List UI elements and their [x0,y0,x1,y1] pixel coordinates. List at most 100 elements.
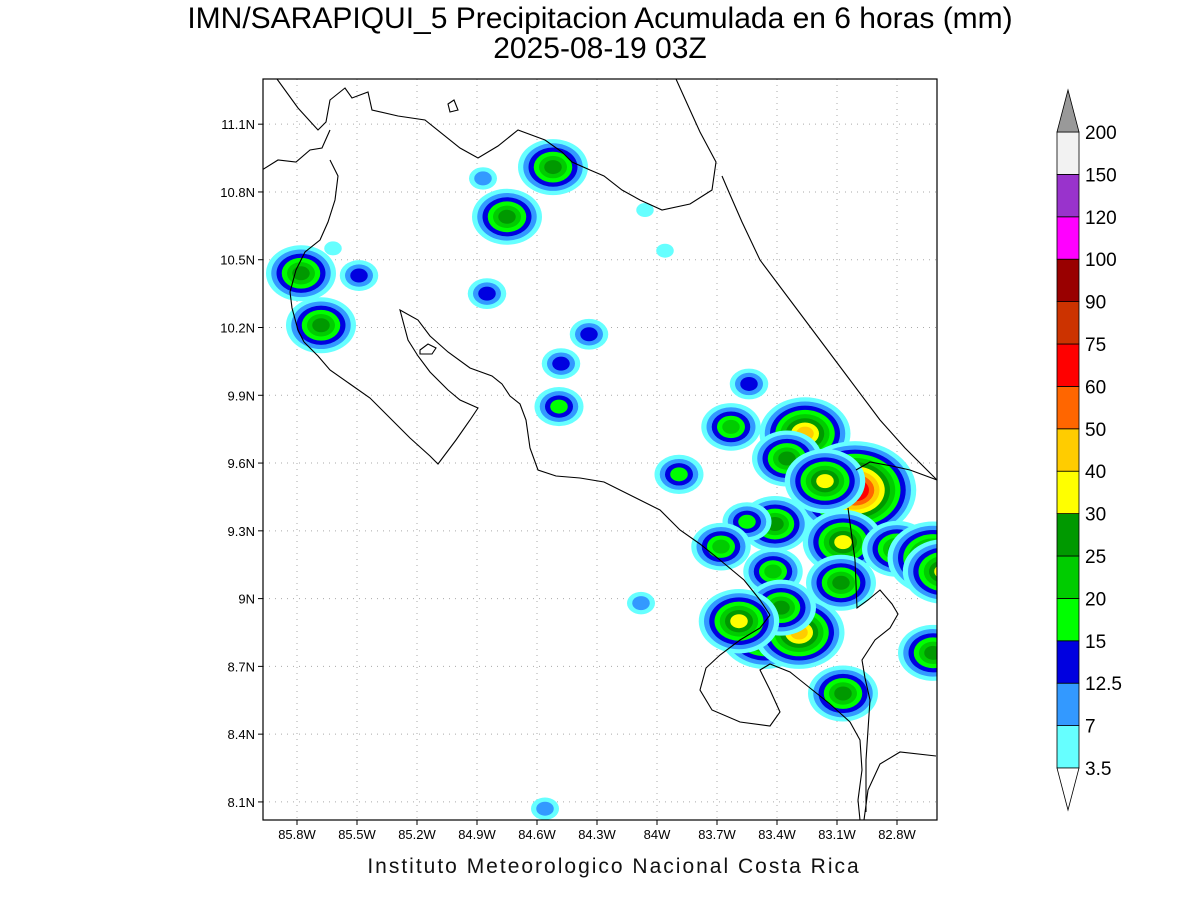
colorbar-label: 25 [1085,547,1106,568]
colorbar-label: 60 [1085,377,1106,398]
colorbar-label: 7 [1085,717,1096,738]
precip-cell [518,139,588,196]
precipitation-field [266,139,937,820]
precip-cell [784,448,866,514]
lon-tick-label: 84.6W [518,827,556,842]
precip-contour-level [929,561,937,582]
precip-cell [808,665,878,722]
precip-contour-level [712,539,730,554]
precip-cell [902,539,937,604]
precip-contour-level [740,376,758,391]
plot-frame [262,78,938,821]
precip-cell [729,368,769,400]
colorbar-label: 75 [1085,335,1106,356]
lon-tick-label: 83.4W [758,827,796,842]
precip-contour-level [350,268,368,283]
border-costa-rica-panama [847,507,899,812]
axis-ticks: 85.8W 85.5W 85.2W 84.9W 84.6W 84.3W 84W 83.7W 83… [220,117,916,842]
lat-tick-label: 9.9N [228,388,255,403]
precip-cell [534,386,584,427]
precip-contour-level [636,203,654,218]
lon-tick-label: 85.8W [278,827,316,842]
precip-cell [802,509,884,575]
precip-contour-level [730,614,748,629]
colorbar-label: 15 [1085,632,1106,653]
colorbar-label: 3.5 [1085,759,1111,780]
precip-cell [266,245,336,302]
precip-cell [569,318,609,350]
lat-tick-label: 9.6N [228,456,255,471]
lon-tick-label: 82.8W [878,827,916,842]
lon-tick-label: 83.7W [698,827,736,842]
colorbar-label: 120 [1085,208,1117,229]
precip-cell [627,591,655,615]
precip-cell [541,348,581,380]
colorbar-legend: 3.5 7 12.5 15 20 25 30 40 50 60 75 90 100 120 150 200 [1056,88,1122,812]
colorbar-swatch [1056,216,1080,260]
precip-contour-level [312,318,330,333]
border-costa-rica-nicaragua [263,129,339,343]
precip-contour-level [656,243,674,258]
colorbar-swatch [1056,385,1080,430]
precip-cell [531,797,559,820]
precip-contour-level [670,467,688,482]
colorbar-label: 20 [1085,589,1106,610]
coastline-nicaragua-gulf [276,79,717,211]
lon-tick-label: 83.1W [818,827,856,842]
colorbar-label: 90 [1085,293,1106,314]
colorbar-swatch [1056,682,1080,727]
colorbar-swatch [1056,640,1080,684]
lon-tick-label: 85.2W [398,827,436,842]
precip-cell [472,188,542,245]
precip-cell [636,203,654,218]
coastline-osa-pacific [699,614,863,820]
colorbar-label: 100 [1085,250,1117,271]
colorbar-label: 40 [1085,462,1106,483]
colorbar-label: 200 [1085,123,1117,144]
colorbar-label: 12.5 [1085,674,1122,695]
map-subtitle-date: 2025-08-19 03Z [493,32,707,65]
lat-tick-label: 9N [238,592,255,607]
precip-contour-level [832,575,850,590]
coastline-panama [855,461,937,820]
lon-tick-label: 85.5W [338,827,376,842]
colorbar-swatch [1056,173,1080,218]
precip-contour-level [478,286,496,301]
coastline-borders [263,79,937,820]
colorbar-min-arrow [1056,767,1080,812]
lat-tick-label: 8.7N [228,659,255,674]
colorbar-swatch [1056,470,1080,515]
precip-cell [698,588,780,654]
colorbar-swatch [1056,258,1080,303]
precip-contour-level [778,451,796,466]
precip-contour-level [550,399,568,414]
precip-cell [691,522,751,571]
map-title: IMN/SARAPIQUI_5 Precipitacion Acumulada … [187,2,1013,35]
precip-contour-level [536,801,554,816]
colorbar-label: 150 [1085,165,1117,186]
colorbar-swatch [1056,598,1080,642]
precip-contour-level [544,160,562,175]
lat-tick-label: 10.2N [220,321,255,336]
colorbar-swatch [1056,343,1080,387]
precip-cell [469,167,497,190]
precip-contour-level [324,241,342,256]
gridlines [263,79,937,820]
lat-tick-label: 11.1N [221,117,255,132]
colorbar-swatch [1056,725,1080,769]
precip-contour-level [924,645,937,660]
colorbar-label: 50 [1085,420,1106,441]
precip-cell [654,454,704,494]
lat-tick-label: 10.8N [220,185,255,200]
precip-contour-level [834,535,852,550]
lat-tick-label: 8.4N [228,727,255,742]
lon-tick-label: 84.9W [458,827,496,842]
colorbar-swatch [1056,301,1080,345]
coastline-nicoya [303,308,771,616]
footer-credit: Instituto Meteorologico Nacional Costa R… [367,855,861,878]
precip-contour-level [580,327,598,342]
precip-contour-level [722,419,740,434]
colorbar-max-arrow [1056,88,1080,133]
colorbar-swatch [1056,555,1080,599]
